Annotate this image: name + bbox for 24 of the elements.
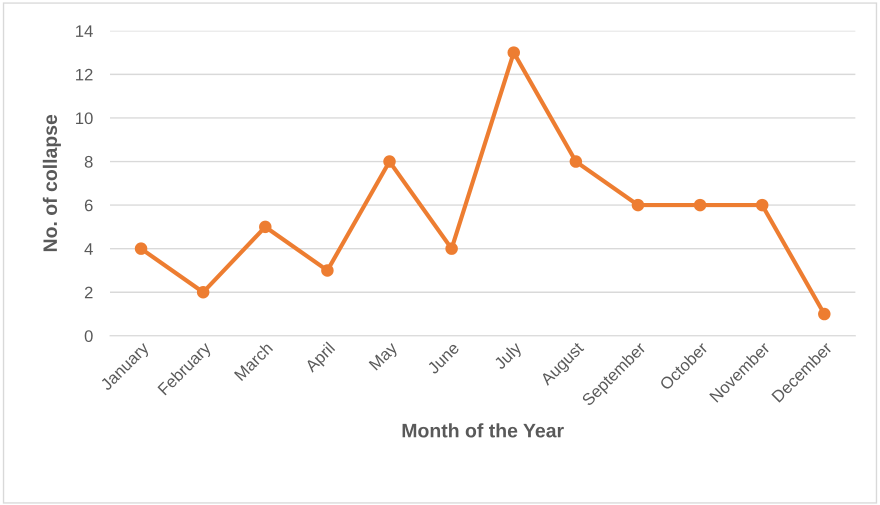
y-axis-title: No. of collapse [42, 114, 61, 252]
y-tick-label: 14 [76, 25, 93, 37]
point [445, 242, 458, 255]
y-tick-label: 6 [84, 200, 93, 212]
y-tick-label: 12 [76, 68, 92, 80]
point [756, 198, 768, 212]
x-tick-label: May [368, 341, 400, 373]
y-tick-label: 10 [76, 112, 93, 124]
y-tick-label: 4 [84, 243, 93, 255]
point [694, 198, 706, 212]
point [321, 264, 334, 277]
y-tick-label: 2 [84, 286, 92, 298]
point [507, 46, 520, 59]
point [134, 242, 148, 255]
point [632, 198, 644, 212]
point [383, 155, 396, 168]
point [570, 155, 582, 168]
point [259, 220, 272, 234]
x-axis-title: Month of the Year [402, 423, 564, 438]
x-tick-label: July [492, 340, 525, 372]
y-tick-label: 8 [84, 156, 93, 168]
point [818, 308, 831, 320]
y-tick-label: 0 [84, 330, 93, 342]
point [196, 286, 210, 298]
